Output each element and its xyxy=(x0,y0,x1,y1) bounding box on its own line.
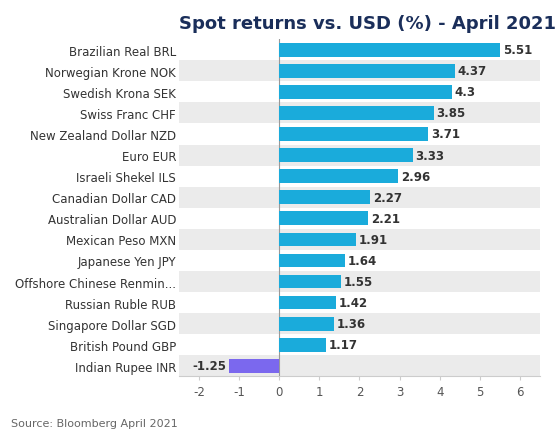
Bar xyxy=(279,296,336,310)
Bar xyxy=(279,65,455,78)
Bar xyxy=(279,86,452,99)
Bar xyxy=(279,212,368,226)
Text: 2.96: 2.96 xyxy=(401,170,430,183)
Text: 4.3: 4.3 xyxy=(455,86,476,99)
Bar xyxy=(179,103,540,124)
Text: 2.27: 2.27 xyxy=(373,191,402,204)
Bar xyxy=(179,166,540,187)
Bar xyxy=(179,356,540,377)
Text: 1.36: 1.36 xyxy=(336,317,366,330)
Text: 3.33: 3.33 xyxy=(416,149,445,162)
Bar xyxy=(279,149,413,163)
Bar xyxy=(179,335,540,356)
Text: 2.21: 2.21 xyxy=(371,212,400,225)
Text: 1.64: 1.64 xyxy=(348,255,377,267)
Text: 3.85: 3.85 xyxy=(436,107,466,120)
Text: 1.17: 1.17 xyxy=(329,338,358,351)
Bar xyxy=(279,107,433,120)
Text: 4.37: 4.37 xyxy=(457,65,486,78)
Bar xyxy=(179,313,540,335)
Bar xyxy=(279,128,428,141)
Bar xyxy=(179,124,540,145)
Text: 1.42: 1.42 xyxy=(339,296,368,310)
Bar xyxy=(279,233,356,247)
Bar xyxy=(229,359,279,373)
Text: 1.91: 1.91 xyxy=(359,233,388,246)
Bar xyxy=(279,275,341,289)
Bar xyxy=(279,338,326,352)
Bar xyxy=(179,40,540,61)
Bar xyxy=(179,187,540,208)
Bar xyxy=(179,61,540,82)
Bar xyxy=(279,191,370,205)
Bar xyxy=(179,271,540,292)
Bar xyxy=(179,229,540,250)
Bar xyxy=(179,82,540,103)
Bar xyxy=(279,170,398,184)
Text: Spot returns vs. USD (%) - April 2021: Spot returns vs. USD (%) - April 2021 xyxy=(179,15,555,33)
Bar xyxy=(279,317,334,331)
Text: -1.25: -1.25 xyxy=(192,359,226,372)
Text: Source: Bloomberg April 2021: Source: Bloomberg April 2021 xyxy=(11,418,178,428)
Text: 1.55: 1.55 xyxy=(344,276,374,289)
Bar xyxy=(179,208,540,229)
Bar xyxy=(279,254,345,268)
Bar xyxy=(179,250,540,271)
Bar xyxy=(179,145,540,166)
Bar xyxy=(179,292,540,313)
Text: 3.71: 3.71 xyxy=(431,128,460,141)
Text: 5.51: 5.51 xyxy=(503,44,532,57)
Bar xyxy=(279,44,500,57)
